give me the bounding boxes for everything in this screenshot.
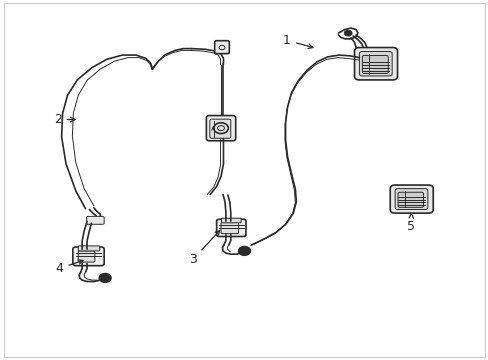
Text: 3: 3 [189,231,219,266]
FancyBboxPatch shape [221,218,241,223]
FancyBboxPatch shape [86,216,104,224]
Circle shape [99,274,111,282]
Circle shape [344,30,351,36]
FancyBboxPatch shape [73,247,104,266]
FancyBboxPatch shape [214,41,229,54]
FancyBboxPatch shape [359,51,391,76]
Text: 5: 5 [406,213,414,233]
FancyBboxPatch shape [354,48,397,80]
FancyBboxPatch shape [206,116,235,141]
Circle shape [238,247,250,255]
FancyBboxPatch shape [362,55,387,73]
FancyBboxPatch shape [78,246,100,251]
FancyBboxPatch shape [216,219,245,237]
Text: 1: 1 [283,34,312,49]
FancyBboxPatch shape [397,192,423,207]
FancyBboxPatch shape [389,185,432,213]
Text: 4: 4 [56,260,83,275]
FancyBboxPatch shape [221,222,238,234]
FancyBboxPatch shape [394,189,427,210]
FancyBboxPatch shape [209,119,230,138]
FancyBboxPatch shape [78,251,95,262]
Text: 2: 2 [54,113,75,126]
